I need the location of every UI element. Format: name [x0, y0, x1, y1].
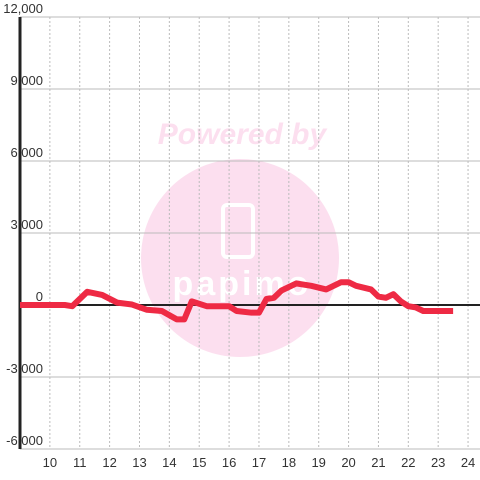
watermark-text: Powered by [158, 118, 328, 151]
x-tick-label: 15 [192, 455, 206, 470]
watermark-logo: papimo [173, 265, 312, 303]
x-tick-label: 23 [431, 455, 445, 470]
y-tick-label: 9,000 [10, 73, 43, 88]
y-tick-label: 12,000 [3, 1, 43, 16]
x-tick-label: 20 [341, 455, 355, 470]
y-tick-label: -3,000 [6, 361, 43, 376]
x-tick-label: 16 [222, 455, 236, 470]
x-tick-label: 11 [73, 455, 87, 470]
x-tick-label: 18 [282, 455, 296, 470]
y-tick-label: -6,000 [6, 433, 43, 448]
x-tick-label: 14 [162, 455, 176, 470]
x-tick-label: 10 [43, 455, 57, 470]
x-tick-label: 21 [371, 455, 385, 470]
x-tick-label: 22 [401, 455, 415, 470]
x-tick-label: 19 [311, 455, 325, 470]
x-tick-label: 17 [252, 455, 266, 470]
data-line [20, 279, 454, 323]
watermark: Powered by papimo [141, 118, 339, 357]
y-tick-label: 3,000 [10, 217, 43, 232]
y-tick-label: 0 [36, 289, 43, 304]
x-tick-label: 13 [132, 455, 146, 470]
watermark-icon [221, 203, 255, 259]
x-tick-label: 24 [461, 455, 475, 470]
x-tick-label: 12 [102, 455, 116, 470]
y-tick-label: 6,000 [10, 145, 43, 160]
